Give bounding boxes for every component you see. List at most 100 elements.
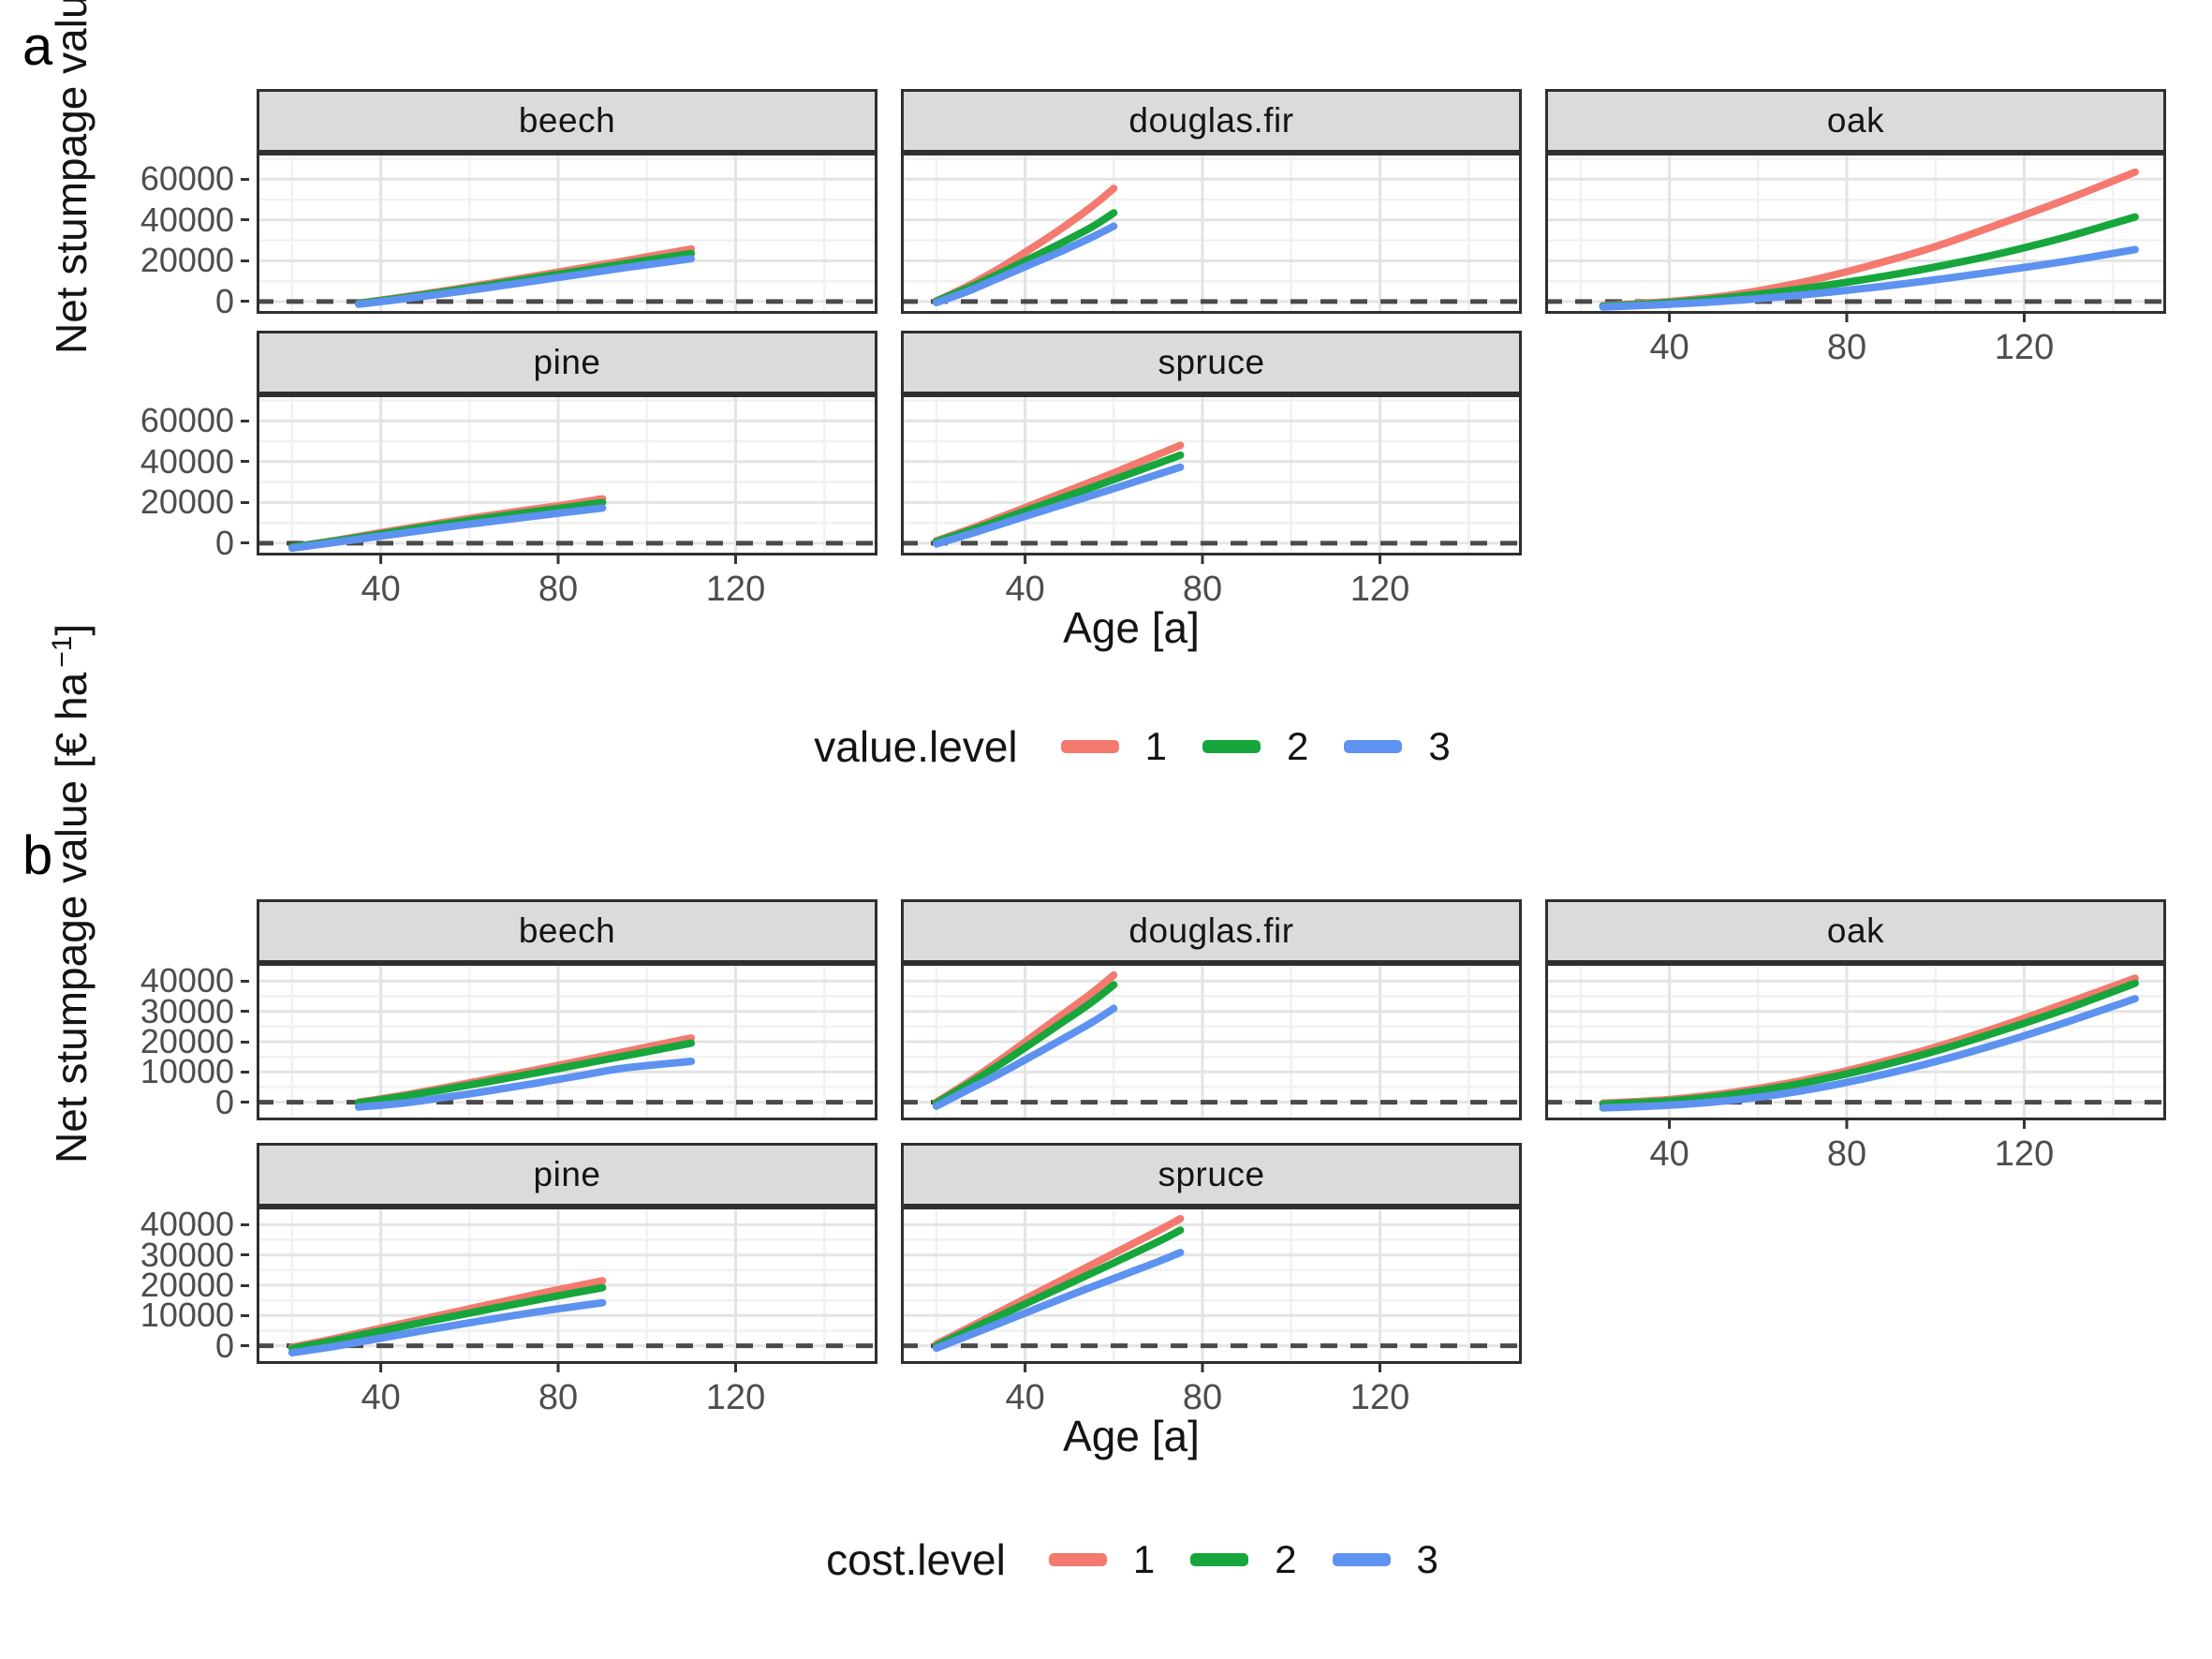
plot-area-douglas-fir-a: [901, 153, 1522, 314]
y-tick-mark: [241, 1222, 249, 1226]
y-tick-mark: [241, 300, 249, 304]
legend-label-b-level2: 2: [1275, 1537, 1297, 1581]
y-tick: 60000: [140, 159, 249, 199]
y-tick: 30000: [140, 1236, 249, 1275]
facet-douglas-fir-b: douglas.fir: [901, 899, 1522, 1120]
legend-label-level1: 1: [1144, 724, 1167, 768]
legend-label-level2: 2: [1287, 724, 1309, 768]
x-tick-label: 40: [361, 570, 400, 609]
legend-swatch-b-level3: [1332, 1553, 1391, 1566]
panel-background: [257, 153, 877, 314]
y-tick: 10000: [140, 1296, 249, 1335]
legend-key-b-2: 2: [1190, 1537, 1297, 1582]
y-tick-label: 60000: [140, 401, 234, 440]
panel-border: [1545, 153, 2166, 314]
y-tick: 0: [215, 282, 249, 321]
x-tick-label: 80: [1827, 1134, 1866, 1174]
y-tick-label: 20000: [140, 482, 234, 522]
y-tick-label: 60000: [140, 159, 234, 199]
legend-label-b-level3: 3: [1416, 1537, 1438, 1581]
y-tick: 10000: [140, 1052, 249, 1091]
y-tick: 40000: [140, 442, 249, 481]
y-tick-label: 0: [214, 1082, 234, 1121]
y-tick-label: 0: [214, 1326, 234, 1365]
y-tick-mark: [241, 1010, 249, 1014]
legend-key-2: 2: [1202, 724, 1308, 769]
x-tick-label: 120: [706, 570, 765, 609]
legend-label-level3: 3: [1428, 724, 1451, 768]
plot-area-oak-a: 40 80 120: [1545, 153, 2166, 367]
panel-background: [901, 153, 1522, 314]
legend-key-3: 3: [1344, 724, 1451, 769]
legend-key-b-1: 1: [1048, 1537, 1155, 1582]
legend-title-value-level: value.level: [814, 722, 1018, 771]
plot-area-spruce-a: 40 80 120: [901, 394, 1522, 609]
x-tick-label: 80: [1183, 570, 1222, 609]
panel-border: [257, 153, 877, 314]
y-tick-mark: [241, 541, 249, 545]
y-tick-mark: [241, 1344, 249, 1348]
y-tick-mark: [241, 1253, 249, 1257]
y-tick-mark: [241, 979, 249, 983]
x-tick-label: 120: [1995, 1134, 2054, 1174]
y-tick-label: 30000: [140, 1235, 234, 1274]
y-tick: 20000: [140, 241, 249, 280]
panel-b-x-axis-title: Age [a]: [1063, 1412, 1200, 1460]
legend-key-1: 1: [1060, 724, 1167, 769]
x-tick-label: 120: [1995, 328, 2054, 367]
y-tick-label: 10000: [140, 1052, 234, 1091]
legend-swatch-level2: [1202, 740, 1261, 753]
plot-area-pine-b: 40 80 120: [257, 1207, 877, 1417]
series-line-level2: [932, 1226, 1185, 1350]
panel-background: [257, 394, 877, 555]
plot-area-douglas-fir-b: [901, 963, 1522, 1120]
x-tick-label: 40: [1649, 1134, 1688, 1174]
plot-area-spruce-b: 40 80 120: [901, 1207, 1522, 1417]
y-tick: 0: [215, 524, 249, 563]
y-tick-mark: [241, 419, 249, 422]
legend-key-b-3: 3: [1332, 1537, 1438, 1582]
x-tick-label: 80: [1183, 1378, 1222, 1417]
y-tick: 30000: [140, 992, 249, 1031]
y-tick-label: 20000: [140, 241, 234, 280]
y-tick-mark: [241, 460, 249, 464]
panel-b-row1-y-axis: 0 10000 20000 30000 40000: [0, 961, 249, 1121]
legend-title-cost-level: cost.level: [826, 1535, 1006, 1584]
x-tick-label: 120: [1350, 570, 1409, 609]
y-tick-label: 40000: [140, 1205, 234, 1244]
series-line-level3: [932, 1004, 1118, 1110]
series-line-level3: [932, 222, 1118, 306]
panel-background: [901, 394, 1522, 555]
x-tick-label: 80: [1827, 328, 1866, 367]
y-tick: 40000: [140, 200, 249, 240]
series-line-level3: [1599, 245, 2139, 311]
facet-oak-b: oak 40 80 120: [1545, 899, 2166, 1180]
facet-beech-b: beech: [257, 899, 877, 1120]
y-tick-label: 20000: [140, 1266, 234, 1304]
panel-b-row2-y-axis: 0 10000 20000 30000 40000: [0, 1205, 249, 1365]
y-tick-label: 40000: [140, 200, 234, 239]
panel-a-letter: a: [22, 16, 53, 77]
panel-border: [901, 1207, 1522, 1364]
facet-spruce-a: spruce 40 80 120: [901, 331, 1522, 615]
y-tick: 20000: [140, 1266, 249, 1305]
panel-b-letter: b: [22, 825, 53, 886]
y-tick: 60000: [140, 401, 249, 440]
facet-strip-oak-a: oak: [1545, 89, 2166, 153]
y-tick-label: 0: [214, 523, 234, 562]
y-tick-label: 40000: [140, 441, 234, 481]
facet-strip-pine-a: pine: [257, 331, 877, 394]
y-title-superscript-b: −1: [46, 635, 78, 668]
facet-strip-spruce-b: spruce: [901, 1143, 1522, 1207]
series-line-level2: [932, 981, 1118, 1107]
facet-strip-spruce-a: spruce: [901, 331, 1522, 394]
series-line-level3: [288, 1298, 607, 1356]
panel-border: [901, 394, 1522, 555]
legend-swatch-b-level2: [1190, 1553, 1249, 1566]
series-line-level2: [354, 1039, 696, 1107]
series-line-level3: [288, 504, 607, 553]
y-tick-mark: [241, 177, 249, 181]
x-tick-label: 40: [1005, 570, 1044, 609]
y-tick: 20000: [140, 1022, 249, 1061]
